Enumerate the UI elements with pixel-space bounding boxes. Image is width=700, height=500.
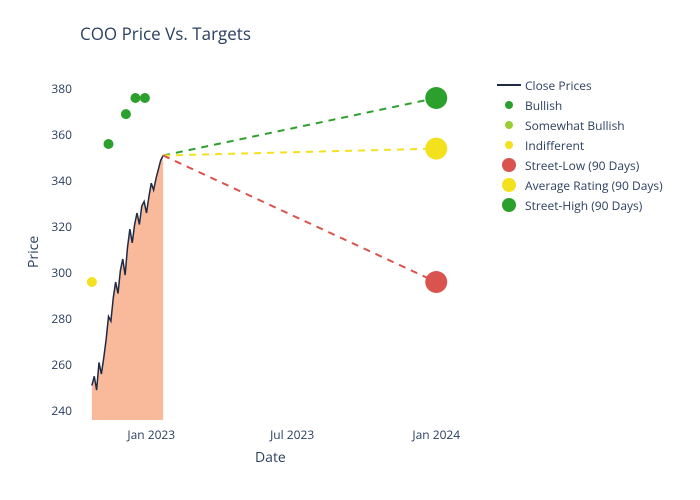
x-axis-label: Date: [255, 448, 286, 467]
legend-label: Indifferent: [525, 137, 584, 154]
target-line-avg: [163, 149, 436, 156]
bullish-point: [140, 93, 150, 103]
x-tick: Jul 2023: [252, 426, 332, 443]
target-line-high: [163, 98, 436, 156]
y-tick: 320: [42, 218, 72, 235]
y-tick: 240: [42, 402, 72, 419]
bullish-point: [121, 109, 131, 119]
target-marker-avg: [425, 138, 447, 160]
legend-item: Somewhat Bullish: [495, 115, 663, 135]
legend: Close Prices Bullish Somewhat Bullish Indif…: [495, 75, 663, 215]
legend-swatch: [495, 96, 523, 114]
target-marker-low: [425, 271, 447, 293]
legend-label: Street-Low (90 Days): [525, 157, 639, 174]
y-tick: 280: [42, 310, 72, 327]
y-tick: 380: [42, 80, 72, 97]
legend-swatch: [495, 116, 523, 134]
bullish-point: [130, 93, 140, 103]
y-tick: 260: [42, 356, 72, 373]
legend-item: Street-Low (90 Days): [495, 155, 663, 175]
chart-title: COO Price Vs. Targets: [80, 22, 251, 45]
legend-item: Street-High (90 Days): [495, 195, 663, 215]
y-tick: 340: [42, 172, 72, 189]
x-tick: Jan 2024: [396, 426, 476, 443]
legend-item: Average Rating (90 Days): [495, 175, 663, 195]
y-tick: 360: [42, 126, 72, 143]
legend-label: Somewhat Bullish: [525, 117, 625, 134]
legend-label: Close Prices: [525, 77, 592, 94]
legend-swatch: [495, 196, 523, 214]
legend-label: Average Rating (90 Days): [525, 177, 663, 194]
price-area: [92, 156, 163, 421]
legend-swatch: [495, 136, 523, 154]
legend-swatch: [495, 176, 523, 194]
chart-container: COO Price Vs. Targets Price Date 240 260 2…: [0, 0, 700, 500]
legend-label: Street-High (90 Days): [525, 197, 642, 214]
y-axis-label: Price: [24, 236, 43, 268]
legend-label: Bullish: [525, 97, 562, 114]
legend-swatch: [495, 156, 523, 174]
x-tick: Jan 2023: [111, 426, 191, 443]
bullish-point: [104, 139, 114, 149]
legend-item: Indifferent: [495, 135, 663, 155]
target-line-low: [163, 156, 436, 283]
indifferent-point: [87, 277, 97, 287]
legend-item: Bullish: [495, 95, 663, 115]
plot-area: [80, 75, 460, 420]
legend-item: Close Prices: [495, 75, 663, 95]
target-marker-high: [425, 87, 447, 109]
y-tick: 300: [42, 264, 72, 281]
legend-swatch: [495, 76, 523, 94]
